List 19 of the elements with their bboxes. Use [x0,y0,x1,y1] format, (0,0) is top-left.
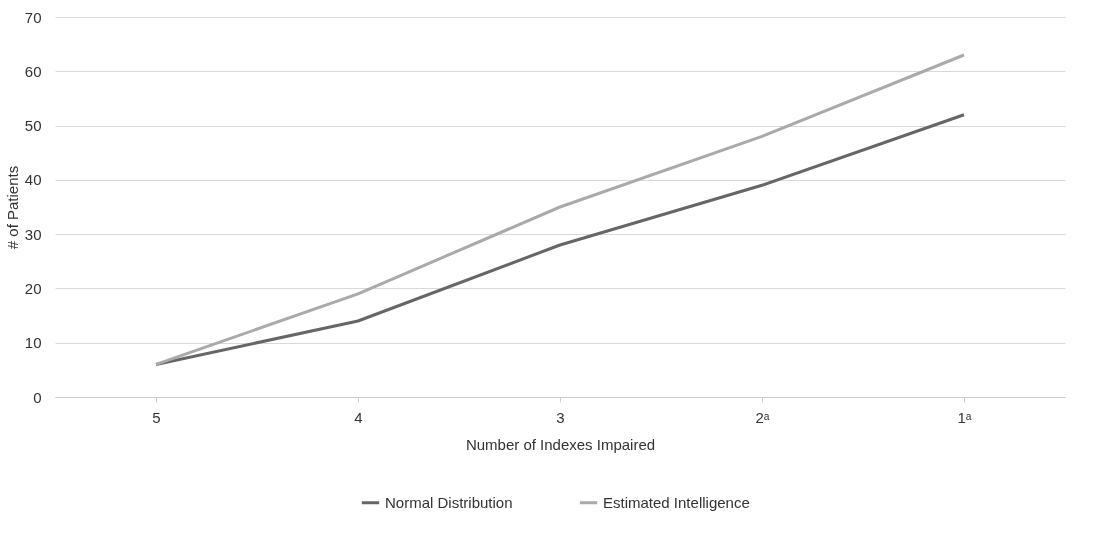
x-tick-label: 1ᵃ [957,408,972,426]
x-tick-label: 4 [354,408,363,426]
x-tick-label: 2ᵃ [755,408,770,426]
y-axis-title: # of Patients [3,165,21,250]
y-tick-label: 70 [24,8,42,26]
y-tick-label: 20 [24,279,42,297]
line-series [154,53,966,366]
legend-label: Estimated Intelligence [603,493,750,511]
line-series [154,113,966,366]
y-tick-label: 30 [24,225,42,243]
y-tick-label: 50 [24,117,42,135]
y-tick-label: 60 [24,62,42,80]
x-tick-label: 5 [152,408,161,426]
x-axis-title: Number of Indexes Impaired [465,435,656,453]
x-tick-label: 3 [556,408,565,426]
y-tick-label: 10 [24,334,42,352]
y-tick-label: 0 [33,388,42,406]
legend-label: Normal Distribution [385,493,513,511]
y-tick-label: 40 [24,171,42,189]
